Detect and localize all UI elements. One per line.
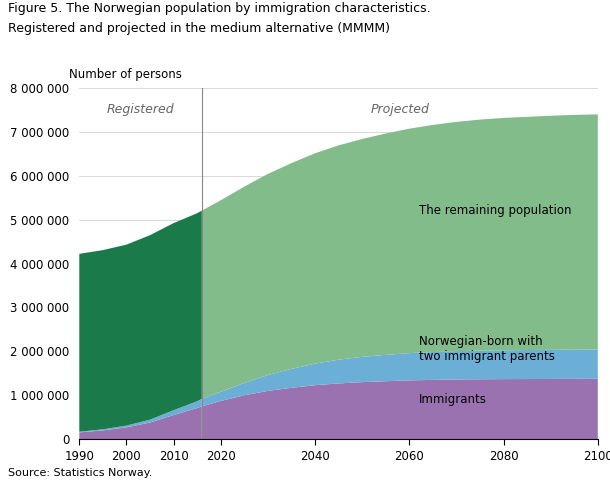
- Text: Projected: Projected: [370, 103, 429, 116]
- Text: Registered and projected in the medium alternative (MMMM): Registered and projected in the medium a…: [8, 22, 390, 35]
- Text: Figure 5. The Norwegian population by immigration characteristics.: Figure 5. The Norwegian population by im…: [8, 2, 431, 16]
- Text: Number of persons: Number of persons: [69, 68, 182, 81]
- Text: Source: Statistics Norway.: Source: Statistics Norway.: [8, 468, 152, 478]
- Text: The remaining population: The remaining population: [418, 204, 571, 217]
- Text: Norwegian-born with
two immigrant parents: Norwegian-born with two immigrant parent…: [418, 335, 554, 363]
- Text: Immigrants: Immigrants: [418, 393, 487, 406]
- Text: Registered: Registered: [107, 103, 174, 116]
